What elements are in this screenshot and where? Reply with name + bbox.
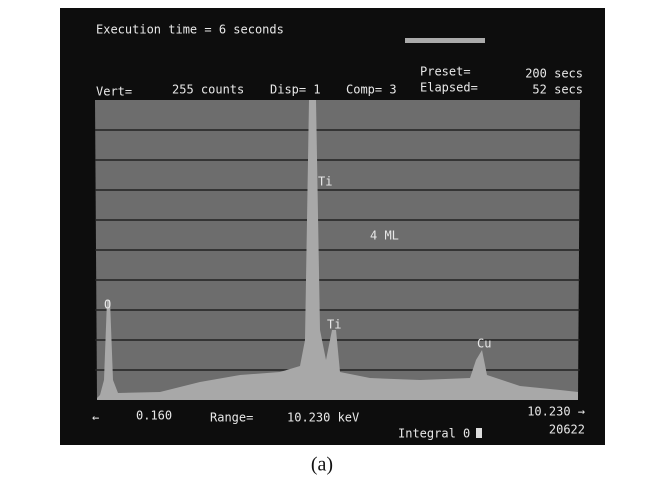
integral-count: 20622: [549, 423, 585, 437]
disp: Disp= 1: [270, 83, 321, 97]
elapsed-value: 52 secs: [532, 83, 583, 97]
peak-label: Cu: [477, 337, 491, 351]
vert-label: Vert=: [96, 85, 132, 99]
caption: (a): [311, 454, 333, 476]
comp: Comp= 3: [346, 83, 397, 97]
peak-label: Ti: [327, 318, 341, 332]
end-energy: 10.230 →: [527, 405, 585, 419]
start-energy: 0.160: [136, 409, 172, 423]
peak-label: O: [104, 298, 111, 312]
integral: Integral 0: [398, 427, 470, 441]
cursor: [476, 428, 482, 438]
range-label: Range=: [210, 411, 253, 425]
status-bar: [405, 38, 485, 43]
peak-label: 4 ML: [370, 229, 399, 243]
peak-label: Ti: [318, 175, 332, 189]
vert-value: 255 counts: [172, 83, 244, 97]
execution-time: Execution time = 6 seconds: [96, 23, 284, 37]
preset-label: Preset=: [420, 65, 471, 79]
preset-value: 200 secs: [525, 67, 583, 81]
elapsed-label: Elapsed=: [420, 81, 478, 95]
range-value: 10.230 keV: [287, 411, 359, 425]
arrow-left: ←: [92, 411, 99, 425]
